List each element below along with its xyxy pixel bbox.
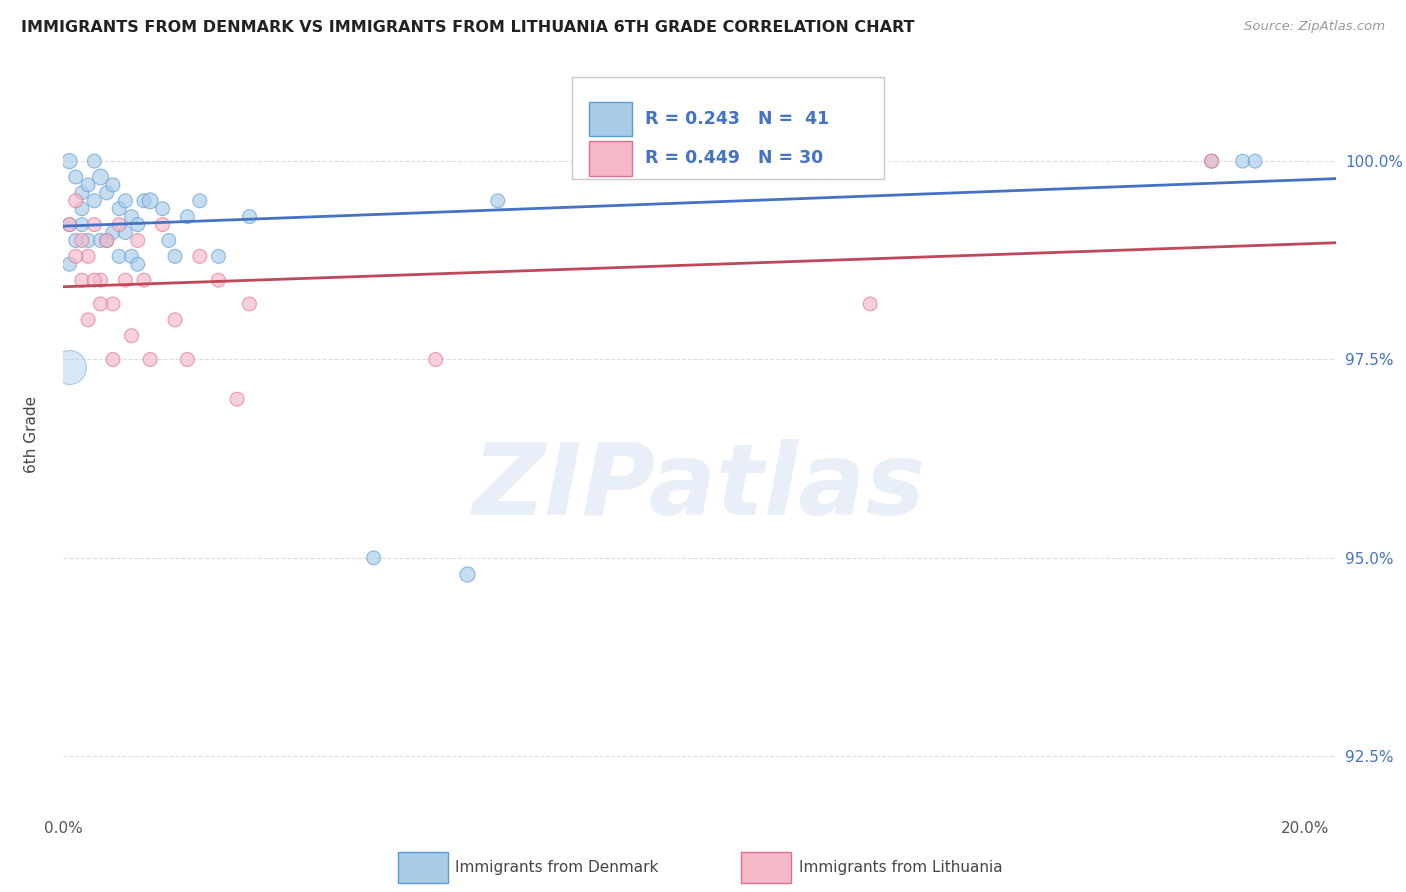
Point bbox=[89, 169, 111, 184]
Point bbox=[114, 226, 136, 240]
Point bbox=[188, 249, 211, 263]
Text: R = 0.243   N =  41: R = 0.243 N = 41 bbox=[645, 110, 830, 128]
FancyBboxPatch shape bbox=[741, 852, 792, 883]
Point bbox=[70, 186, 93, 200]
Point bbox=[188, 194, 211, 208]
Point bbox=[101, 297, 124, 311]
Point bbox=[65, 194, 87, 208]
FancyBboxPatch shape bbox=[589, 141, 633, 176]
Point bbox=[132, 194, 155, 208]
Point bbox=[425, 352, 447, 367]
Point bbox=[77, 178, 100, 192]
Point bbox=[456, 566, 478, 581]
Point bbox=[96, 186, 118, 200]
Text: Immigrants from Lithuania: Immigrants from Lithuania bbox=[799, 860, 1002, 875]
Point bbox=[226, 392, 249, 406]
Text: Immigrants from Denmark: Immigrants from Denmark bbox=[456, 860, 658, 875]
Point bbox=[77, 234, 100, 248]
Point bbox=[96, 234, 118, 248]
Point bbox=[127, 218, 149, 232]
Text: IMMIGRANTS FROM DENMARK VS IMMIGRANTS FROM LITHUANIA 6TH GRADE CORRELATION CHART: IMMIGRANTS FROM DENMARK VS IMMIGRANTS FR… bbox=[21, 20, 914, 35]
Point bbox=[65, 234, 87, 248]
Text: ZIPatlas: ZIPatlas bbox=[472, 439, 927, 536]
Point bbox=[58, 218, 80, 232]
Point bbox=[363, 550, 385, 565]
Point bbox=[108, 202, 131, 216]
Text: 6th Grade: 6th Grade bbox=[24, 396, 39, 474]
Point bbox=[101, 226, 124, 240]
Point bbox=[207, 249, 229, 263]
Point bbox=[83, 218, 105, 232]
Point bbox=[859, 297, 882, 311]
Point bbox=[114, 273, 136, 287]
Point bbox=[157, 234, 180, 248]
Point bbox=[238, 297, 260, 311]
Point bbox=[58, 154, 80, 169]
Point bbox=[108, 218, 131, 232]
Point bbox=[121, 328, 143, 343]
Point bbox=[163, 249, 186, 263]
Point bbox=[58, 257, 80, 271]
Point bbox=[77, 249, 100, 263]
FancyBboxPatch shape bbox=[398, 852, 447, 883]
Point bbox=[65, 249, 87, 263]
Point bbox=[65, 169, 87, 184]
Point bbox=[83, 194, 105, 208]
Point bbox=[114, 194, 136, 208]
Point bbox=[58, 218, 80, 232]
Point bbox=[127, 257, 149, 271]
Text: Source: ZipAtlas.com: Source: ZipAtlas.com bbox=[1244, 20, 1385, 33]
FancyBboxPatch shape bbox=[589, 102, 633, 136]
Point bbox=[176, 352, 198, 367]
Point bbox=[83, 273, 105, 287]
Point bbox=[207, 273, 229, 287]
Point bbox=[132, 273, 155, 287]
Point bbox=[127, 234, 149, 248]
Point bbox=[70, 202, 93, 216]
Point bbox=[1201, 154, 1223, 169]
Point bbox=[1244, 154, 1267, 169]
Point bbox=[89, 273, 111, 287]
Point bbox=[96, 234, 118, 248]
Point bbox=[101, 352, 124, 367]
Point bbox=[89, 234, 111, 248]
Point bbox=[70, 234, 93, 248]
Text: R = 0.449   N = 30: R = 0.449 N = 30 bbox=[645, 150, 823, 168]
Point bbox=[89, 297, 111, 311]
FancyBboxPatch shape bbox=[572, 77, 884, 178]
Point bbox=[121, 210, 143, 224]
Point bbox=[77, 313, 100, 327]
Point bbox=[121, 249, 143, 263]
Point bbox=[139, 352, 162, 367]
Point bbox=[70, 273, 93, 287]
Point bbox=[101, 178, 124, 192]
Point bbox=[1201, 154, 1223, 169]
Point bbox=[108, 249, 131, 263]
Point bbox=[139, 194, 162, 208]
Point bbox=[486, 194, 509, 208]
Point bbox=[1232, 154, 1254, 169]
Point bbox=[152, 202, 174, 216]
Point bbox=[58, 360, 80, 375]
Point bbox=[163, 313, 186, 327]
Point bbox=[70, 218, 93, 232]
Point bbox=[238, 210, 260, 224]
Point bbox=[83, 154, 105, 169]
Point bbox=[735, 154, 758, 169]
Point bbox=[152, 218, 174, 232]
Point bbox=[176, 210, 198, 224]
